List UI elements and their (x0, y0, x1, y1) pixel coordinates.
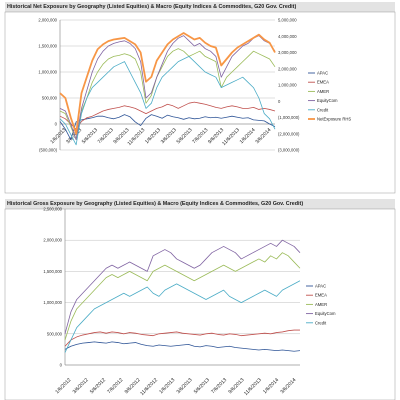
chart2-y-tick-label: 0 (60, 363, 63, 368)
chart1-legend-label: EquityCom (317, 98, 338, 103)
chart2-frame (4, 208, 396, 400)
chart1-y-tick-label: 1,500,000 (38, 44, 57, 49)
chart1-y-right-tick-label: 0 (278, 99, 281, 104)
chart1-y-tick-label: 2,000,000 (38, 18, 57, 23)
chart1-y-right-tick-label: 3,000,000 (278, 50, 297, 55)
chart1-y-tick-label: (500,000) (39, 148, 58, 153)
chart1-frame (4, 11, 396, 194)
chart2-y-tick-label: 2,500,000 (43, 207, 62, 212)
chart1-title: Historical Net Exposure by Geography (Li… (5, 2, 395, 12)
chart2-y-tick-label: 2,000,000 (43, 238, 62, 243)
chart1-series-line (59, 32, 276, 135)
chart1-y-right-tick-label: 1,000,000 (278, 83, 297, 88)
chart1-y-tick-label: 500,000 (42, 96, 58, 101)
chart1-y-right-tick-label: (2,000,000) (278, 131, 300, 136)
chart2-legend-label: EquityCom (315, 311, 336, 316)
chart1-y-right-tick-label: 2,000,000 (278, 66, 297, 71)
chart1-legend-label: NetExposure RHS (317, 117, 351, 122)
chart1-y-right-tick-label: 5,000,000 (278, 18, 297, 23)
chart2-title: Historical Gross Exposure by Geography (… (5, 199, 395, 209)
chart1-series-line (59, 48, 276, 141)
chart2-series-line (64, 239, 301, 334)
chart2-legend-label: EMEA (315, 293, 327, 298)
chart2-legend-label: AMER (315, 302, 327, 307)
chart2-y-tick-label: 1,500,000 (43, 269, 62, 274)
chart1-y-right-tick-label: (1,000,000) (278, 115, 300, 120)
chart2-series-line (64, 329, 300, 347)
chart2-y-tick-label: 1,000,000 (43, 300, 62, 305)
chart1-y-tick-label: 0 (55, 122, 58, 127)
chart2-legend-label: Credit (315, 320, 327, 325)
chart2-series-line (64, 280, 301, 353)
chart1-y-tick-label: 1,000,000 (38, 70, 57, 75)
chart2-legend-label: APAC (315, 284, 326, 289)
chart1-series-line (59, 56, 276, 146)
chart1-series-line (59, 35, 276, 141)
chart1-y-right-tick-label: (3,000,000) (278, 148, 300, 153)
chart1-legend-label: EMEA (317, 80, 329, 85)
chart1-legend-label: Credit (317, 107, 329, 112)
chart2-series-line (64, 252, 301, 341)
chart1-legend-label: AMER (317, 89, 329, 94)
chart1-series-line (59, 114, 276, 141)
chart2-y-tick-label: 500,000 (47, 331, 63, 336)
chart1-series-line (59, 101, 276, 130)
chart1-legend-label: APAC (317, 71, 328, 76)
net-exposure-chart: 2,000,000 1,500,000 1,000,000 500,000 0 (500,… (4, 11, 396, 194)
chart2-series-line (64, 341, 301, 352)
chart1-y-right-tick-label: 4,000,000 (278, 34, 297, 39)
